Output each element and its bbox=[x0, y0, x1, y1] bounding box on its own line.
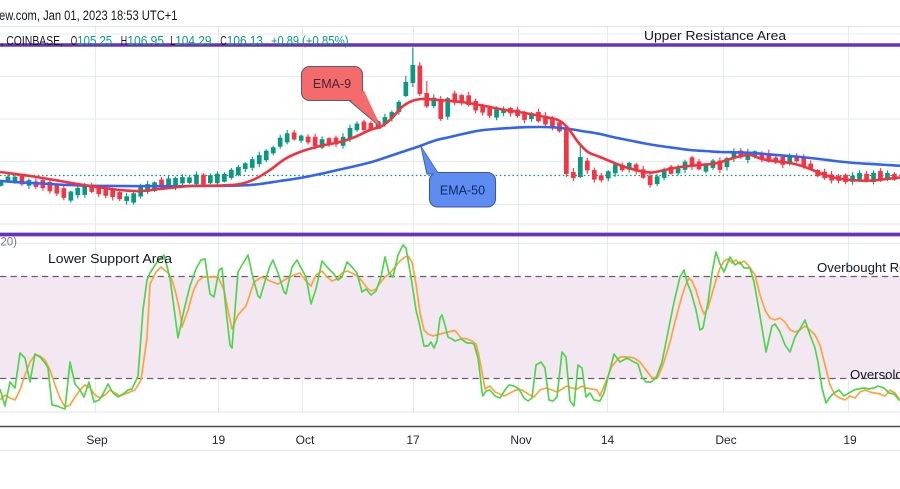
svg-text:104.29: 104.29 bbox=[175, 34, 211, 48]
svg-text:Lower Support Area: Lower Support Area bbox=[48, 251, 173, 266]
svg-text:Nov: Nov bbox=[510, 433, 531, 447]
svg-text:14: 14 bbox=[601, 433, 615, 447]
svg-text:EMA-9: EMA-9 bbox=[313, 77, 351, 91]
svg-text:17: 17 bbox=[406, 433, 420, 447]
svg-text:ew.com, Jan 01, 2023 18:53 UTC: ew.com, Jan 01, 2023 18:53 UTC+1 bbox=[0, 8, 178, 23]
svg-text:H: H bbox=[121, 34, 127, 48]
svg-text:, COINBASE,: , COINBASE, bbox=[1, 34, 64, 48]
svg-text:Oct: Oct bbox=[296, 433, 315, 447]
svg-text:Upper Resistance Area: Upper Resistance Area bbox=[644, 28, 787, 43]
svg-text:+0.89: +0.89 bbox=[271, 34, 299, 48]
svg-text:(20): (20) bbox=[0, 237, 17, 249]
svg-text:Dec: Dec bbox=[715, 433, 736, 447]
svg-text:19: 19 bbox=[843, 433, 857, 447]
svg-text:105.25: 105.25 bbox=[77, 34, 112, 48]
svg-text:106.95: 106.95 bbox=[127, 34, 164, 48]
svg-text:L: L bbox=[170, 34, 175, 48]
svg-text:EMA-50: EMA-50 bbox=[440, 184, 485, 198]
svg-text:Oversold Region: Oversold Region bbox=[850, 367, 900, 382]
svg-text:106.13: 106.13 bbox=[227, 34, 263, 48]
svg-text:C: C bbox=[220, 34, 226, 48]
svg-text:19: 19 bbox=[212, 433, 226, 447]
svg-text:Sep: Sep bbox=[86, 433, 108, 447]
svg-text:Overbought Region: Overbought Region bbox=[817, 260, 900, 275]
svg-text:O: O bbox=[71, 34, 77, 48]
svg-text:(+0.85%): (+0.85%) bbox=[302, 34, 349, 48]
